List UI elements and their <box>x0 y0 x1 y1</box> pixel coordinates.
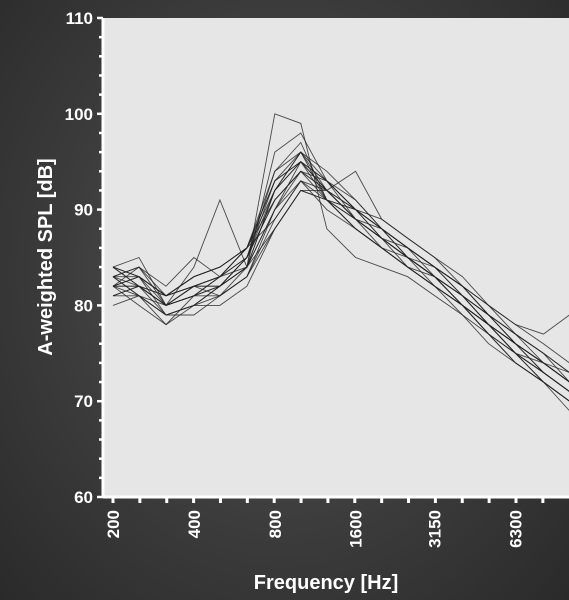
x-tick-labels: 200 400 800 1600 3150 6300 <box>104 510 526 548</box>
y-tick-label: 60 <box>74 488 93 507</box>
x-axis-title: Frequency [Hz] <box>254 572 398 594</box>
y-tick-label: 70 <box>74 392 93 411</box>
y-tick-label: 100 <box>65 105 93 124</box>
axes <box>97 16 569 503</box>
series-line-9 <box>112 113 569 411</box>
y-tick-labels: 60 70 80 90 100 110 <box>65 9 93 507</box>
series-line-21 <box>112 189 569 335</box>
series-line-20 <box>112 151 569 392</box>
x-tick-label: 200 <box>104 510 123 538</box>
y-tick-label: 110 <box>66 9 93 28</box>
y-tick-label: 90 <box>74 201 93 220</box>
series-lines <box>112 113 569 411</box>
plot-area <box>103 18 569 497</box>
x-tick-label: 800 <box>266 510 285 538</box>
x-tick-label: 3150 <box>426 510 445 548</box>
y-axis-title: A-weighted SPL [dB] <box>35 158 57 355</box>
x-tick-label: 1600 <box>347 510 366 548</box>
x-tick-label: 6300 <box>507 510 526 548</box>
series-line-19 <box>113 170 569 373</box>
x-tick-label: 400 <box>185 510 204 538</box>
series-line-22 <box>112 161 569 383</box>
y-tick-label: 80 <box>74 296 93 315</box>
